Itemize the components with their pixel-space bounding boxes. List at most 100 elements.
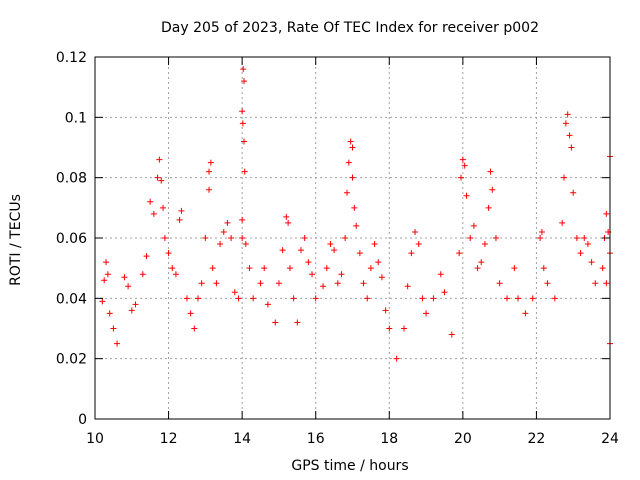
data-point [364,295,371,302]
data-point [529,295,536,302]
data-point [404,283,411,290]
data-point [178,207,185,214]
data-point [206,168,213,175]
x-tick-labels: 10 12 14 16 18 20 22 24 [86,431,619,447]
y-tick-labels: 0 0.02 0.04 0.06 0.08 0.1 0.12 [56,50,87,428]
data-point [349,144,356,151]
data-point [191,325,198,332]
data-point [496,280,503,287]
data-point [504,295,510,302]
data-point [382,307,389,314]
data-point [461,162,468,169]
data-point [240,66,247,73]
data-point [99,298,106,305]
data-point [323,265,330,272]
data-point [515,295,522,302]
data-point [458,174,465,181]
y-tick-label: 0.06 [56,231,87,247]
data-point [522,310,529,317]
data-point [158,177,165,184]
data-point [235,295,242,302]
data-point [176,216,183,223]
y-tick-label: 0 [78,412,87,428]
data-point [250,295,257,302]
data-point [570,189,577,196]
data-point [239,120,246,127]
data-point [342,235,349,241]
data-point [349,174,356,181]
data-point [104,271,111,278]
data-point [298,247,304,254]
data-point [474,265,481,272]
data-point [320,283,327,290]
data-point [125,283,132,290]
data-point [487,168,494,175]
data-point [154,174,161,181]
data-point [283,213,290,220]
data-point [419,295,426,302]
grid-lines [95,57,610,419]
data-point [286,265,293,272]
data-point [581,235,588,241]
x-tick-label: 18 [380,431,398,447]
x-tick-label: 16 [307,431,325,447]
data-point [573,235,580,241]
data-point [239,108,246,115]
y-tick-label: 0.04 [56,291,87,307]
data-point [246,265,253,272]
data-point [209,265,216,272]
data-point [143,253,150,260]
data-point [511,265,518,272]
data-point [551,295,558,302]
data-point [412,228,419,235]
data-point [217,241,224,248]
data-point [470,222,477,229]
data-point [599,265,606,272]
data-point [564,111,571,118]
data-point [272,319,279,326]
data-point [106,310,113,317]
data-point [537,235,544,241]
x-tick-label: 10 [86,431,104,447]
x-tick-label: 14 [233,431,251,447]
data-point [592,280,599,287]
data-point [603,280,610,287]
data-point [103,259,110,266]
data-point [147,198,154,205]
data-point [242,241,249,248]
y-tick-label: 0.1 [65,110,87,126]
data-point [165,250,172,257]
data-point [309,271,316,278]
data-point [489,186,496,193]
data-point [305,259,312,266]
data-point [603,210,610,217]
data-point [415,241,422,248]
data-point [485,204,492,211]
x-tick-label: 20 [454,431,472,447]
data-point [264,301,271,308]
data-point [345,159,352,166]
x-tick-label: 12 [160,431,178,447]
data-point [239,216,246,223]
data-point [228,235,235,241]
data-point [408,250,415,257]
data-point [492,235,499,241]
y-axis-label: ROTI / TECUs [8,194,24,286]
data-point [371,241,378,248]
data-point [347,138,354,145]
data-point [367,265,374,272]
data-point [334,280,341,287]
data-point [224,219,231,226]
data-point [183,295,190,302]
y-tick-label: 0.08 [56,171,87,187]
data-point [338,271,345,278]
data-point [150,210,157,217]
data-point [584,241,591,248]
data-point [301,235,308,241]
y-tick-label: 0.02 [56,352,87,368]
data-point [568,144,575,151]
data-point [172,271,179,278]
data-point [577,250,584,257]
data-point [356,250,363,257]
data-point [378,274,385,281]
